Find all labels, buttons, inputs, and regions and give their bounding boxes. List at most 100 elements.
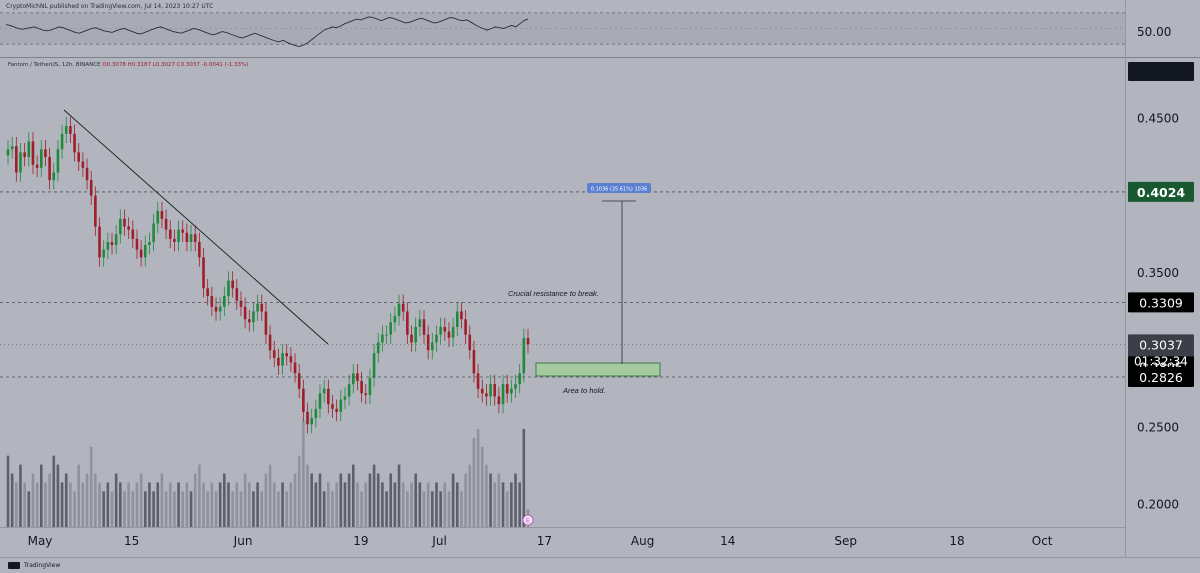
volume-bar [331, 491, 334, 527]
candle-body [185, 232, 189, 242]
volume-bar [210, 482, 214, 527]
candle-body [6, 149, 10, 156]
candle-body [268, 334, 272, 351]
candle-body [514, 384, 517, 389]
support-annotation: Area to hold. [562, 386, 606, 395]
volume-bar [497, 473, 501, 527]
price-tag-label: 0.4024 [1137, 185, 1186, 200]
measure-tool[interactable]: 0.1036 (35.61%) 1036 [587, 183, 651, 364]
volume-bar [489, 473, 492, 527]
candle-body [181, 229, 185, 233]
horizontal-levels [0, 191, 1125, 378]
candle-body [210, 296, 214, 307]
volume-bar [285, 491, 289, 527]
candle-body [114, 234, 118, 246]
volume-bar [385, 491, 388, 527]
downtrend-line[interactable] [63, 109, 329, 345]
event-marker[interactable]: E [522, 514, 534, 526]
candle-body [69, 126, 72, 134]
volume-bar [48, 473, 51, 527]
volume-bar [60, 482, 64, 527]
candle-body [322, 388, 326, 394]
candle-body [15, 146, 18, 173]
candle-body [368, 377, 372, 395]
candle-body [77, 152, 81, 162]
volume-bar [439, 491, 442, 527]
volume-bar [268, 464, 272, 527]
rsi-band [0, 12, 1125, 45]
volume-bar [297, 455, 301, 527]
candle-body [480, 388, 484, 394]
candle-body [314, 408, 318, 419]
candle-body [468, 334, 472, 351]
volume-bar [505, 491, 509, 527]
volume-bar [185, 482, 189, 527]
candle-body [272, 350, 276, 358]
volume-bar [414, 473, 417, 527]
area-to-hold-zone[interactable] [535, 362, 661, 377]
volume-bar [339, 473, 343, 527]
candle-body [260, 303, 264, 312]
rsi-tick-label: 50.00 [1137, 25, 1171, 39]
candle-body [443, 326, 447, 332]
candle-body [493, 384, 497, 397]
candle-body [218, 306, 222, 312]
time-axis: May 15 Jun 19 Jul 17 Aug 14 Sep 18 Oct [28, 534, 1053, 548]
volume-bar [510, 482, 513, 527]
candle-body [376, 342, 380, 354]
candle-body [297, 373, 301, 389]
candle-body [52, 172, 56, 181]
candle-body [476, 373, 480, 389]
volume-bar [351, 464, 355, 527]
volume-bar [468, 464, 472, 527]
volume-bar [173, 491, 176, 527]
ohlc-values: O0.3078 H0.3187 L0.3027 C0.3037 -0.0041 … [102, 62, 249, 68]
candle-body [306, 411, 309, 425]
candle-body [148, 241, 151, 246]
candle-body [389, 322, 393, 335]
volume-bar [327, 482, 330, 527]
volume-bar [501, 482, 505, 527]
price-tag-label: 0.3037 [1139, 337, 1183, 352]
volume-bar [206, 491, 209, 527]
volume-bar [252, 491, 255, 527]
time-tick-label: 18 [949, 534, 964, 548]
candle-body [256, 303, 259, 312]
candle-body [135, 238, 139, 250]
volume-bar [31, 473, 35, 527]
candle-body [160, 211, 164, 219]
volume-bar [397, 464, 401, 527]
candle-body [23, 152, 26, 158]
volume-bar [314, 482, 318, 527]
candle-body [489, 384, 492, 397]
volume-bars [6, 420, 530, 527]
candle-body [510, 388, 513, 394]
volume-bar [35, 482, 39, 527]
candle-body [472, 350, 476, 374]
candle-body [431, 342, 434, 351]
volume-bar [306, 464, 309, 527]
volume-bar [114, 473, 118, 527]
candle-body [439, 326, 442, 335]
candle-body [231, 280, 234, 289]
volume-bar [119, 482, 122, 527]
candle-body [235, 288, 239, 301]
candle-body [455, 311, 459, 327]
candle-body [331, 404, 334, 409]
volume-bar [393, 482, 397, 527]
candle-body [56, 149, 60, 173]
candle-body [94, 195, 97, 227]
volume-bar [447, 491, 451, 527]
candle-body [343, 396, 347, 400]
candle-body [327, 388, 330, 405]
volume-bar [343, 482, 347, 527]
volume-bar [302, 420, 305, 527]
volume-bar [193, 473, 197, 527]
volume-bar [152, 491, 155, 527]
volume-bar [52, 455, 56, 527]
volume-bar [493, 482, 497, 527]
price-tag [1128, 366, 1194, 387]
volume-bar [198, 464, 201, 527]
candle-body [293, 362, 297, 374]
